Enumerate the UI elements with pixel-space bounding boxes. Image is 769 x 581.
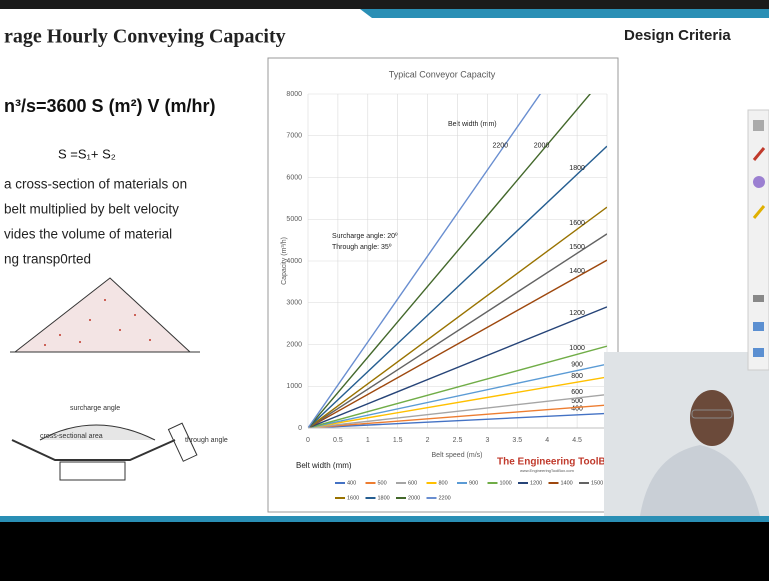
series-label: 1600 xyxy=(569,220,585,227)
x-tick-label: 4.5 xyxy=(572,437,582,444)
legend-label: 1800 xyxy=(378,495,390,501)
tool-icon[interactable] xyxy=(753,120,764,131)
top-accent xyxy=(360,9,769,18)
tool-icon[interactable] xyxy=(753,322,764,331)
annotation: Through angle: 35º xyxy=(332,244,392,251)
series-label: 900 xyxy=(571,361,583,368)
y-tick-label: 0 xyxy=(298,425,302,432)
x-tick-label: 3 xyxy=(485,437,489,444)
series-label: 2200 xyxy=(492,142,508,149)
series-label: 500 xyxy=(571,398,583,405)
legend-label: 800 xyxy=(439,480,448,486)
tool-icon[interactable] xyxy=(753,348,764,357)
legend-label: 400 xyxy=(347,480,356,486)
x-tick-label: 2.5 xyxy=(453,437,463,444)
series-label: 1500 xyxy=(569,244,585,251)
annotation: Belt width (mm) xyxy=(448,121,497,128)
y-tick-label: 7000 xyxy=(286,133,302,140)
series-label: 1400 xyxy=(569,268,585,275)
body-text: ng transp0rted xyxy=(4,252,91,267)
legend-label: 1400 xyxy=(561,480,573,486)
y-tick-label: 2000 xyxy=(286,341,302,348)
legend-label: 1200 xyxy=(530,480,542,486)
y-tick-label: 1000 xyxy=(286,383,302,390)
series-label: 1000 xyxy=(569,345,585,352)
x-axis-title: Belt speed (m/s) xyxy=(432,452,483,459)
tool-icon[interactable] xyxy=(753,295,764,302)
body-text: vides the volume of material xyxy=(4,227,172,242)
bottom-accent xyxy=(0,516,769,522)
chart-frame xyxy=(268,58,618,512)
chart-title: Typical Conveyor Capacity xyxy=(389,69,496,79)
area-formula: S =S₁+ S₂ xyxy=(58,146,116,161)
legend-label: 900 xyxy=(469,480,478,486)
y-tick-label: 4000 xyxy=(286,258,302,265)
body-text: a cross-section of materials on xyxy=(4,177,187,192)
diagram-label: through angle xyxy=(185,437,228,444)
section-title: Design Criteria xyxy=(624,27,731,44)
series-label: 2000 xyxy=(534,142,550,149)
body-text: belt multiplied by belt velocity xyxy=(4,202,179,217)
x-tick-label: 2 xyxy=(426,437,430,444)
legend-label: 2000 xyxy=(408,495,420,501)
y-tick-label: 3000 xyxy=(286,300,302,307)
series-label: 1200 xyxy=(569,310,585,317)
brand-url: www.EngineeringToolBox.com xyxy=(520,468,574,473)
x-tick-label: 3.5 xyxy=(512,437,522,444)
legend-title: Belt width (mm) xyxy=(296,461,352,470)
x-tick-label: 0 xyxy=(306,437,310,444)
series-label: 800 xyxy=(571,373,583,380)
y-tick-label: 6000 xyxy=(286,174,302,181)
slide-title: rage Hourly Conveying Capacity xyxy=(4,26,286,48)
legend-label: 1000 xyxy=(500,480,512,486)
formula: n³/s=3600 S (m²) V (m/hr) xyxy=(4,96,216,116)
series-label: 1800 xyxy=(569,165,585,172)
annotation: Surcharge angle: 20º xyxy=(332,233,398,240)
page: {"slide": {"title": "rage Hourly Conveyi… xyxy=(0,0,769,581)
y-tick-label: 8000 xyxy=(286,91,302,98)
screen: rage Hourly Conveying Capacity Design Cr… xyxy=(0,0,769,581)
brand: The Engineering ToolBox xyxy=(497,457,618,468)
top-strip xyxy=(0,0,769,9)
tool-icon[interactable] xyxy=(753,176,765,188)
x-tick-label: 1.5 xyxy=(393,437,403,444)
diagram-label: cross-sectional area xyxy=(40,433,103,440)
x-tick-label: 1 xyxy=(366,437,370,444)
x-tick-label: 4 xyxy=(545,437,549,444)
series-label: 600 xyxy=(571,389,583,396)
legend-label: 2200 xyxy=(439,495,451,501)
x-tick-label: 0.5 xyxy=(333,437,343,444)
legend-label: 1500 xyxy=(591,480,603,486)
legend-label: 1600 xyxy=(347,495,359,501)
y-tick-label: 5000 xyxy=(286,216,302,223)
diagram-label: surcharge angle xyxy=(70,405,120,412)
legend-label: 600 xyxy=(408,480,417,486)
legend-label: 500 xyxy=(378,480,387,486)
